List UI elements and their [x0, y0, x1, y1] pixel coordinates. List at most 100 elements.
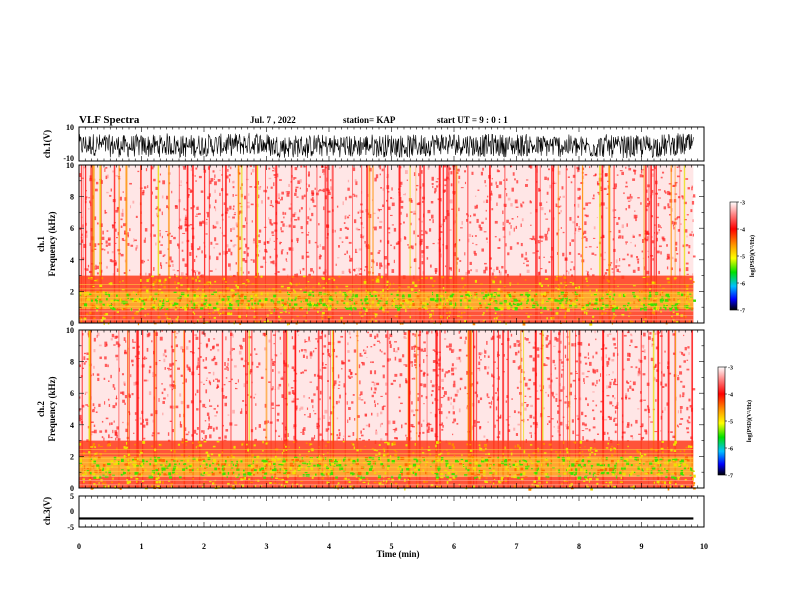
psd-speckle: [287, 191, 290, 194]
psd-speckle: [634, 210, 636, 212]
psd-speckle: [629, 197, 632, 201]
psd-speckle: [116, 207, 120, 211]
psd-speckle-lowband: [674, 303, 677, 306]
psd-speckle-band: [569, 281, 572, 283]
psd-speckle-lowband: [611, 308, 616, 312]
psd-speckle-band: [522, 320, 526, 324]
psd-speckle: [306, 407, 309, 410]
psd-speckle-lowband: [418, 308, 421, 311]
psd-speckle-band: [321, 277, 325, 279]
psd-speckle: [395, 427, 398, 431]
psd-speckle-band: [86, 313, 89, 316]
psd-speckle-band: [384, 482, 387, 484]
sferic-streak: [305, 165, 307, 323]
psd-speckle: [247, 247, 250, 250]
psd-speckle: [423, 403, 425, 405]
psd-speckle: [425, 245, 429, 249]
sferic-streak: [286, 330, 288, 488]
psd-speckle-lowband: [501, 304, 504, 306]
psd-speckle: [151, 166, 154, 170]
psd-speckle-lowband: [520, 293, 524, 296]
psd-speckle: [567, 271, 570, 275]
psd-speckle: [117, 231, 119, 236]
psd-speckle-lowband: [231, 294, 236, 298]
psd-speckle: [524, 257, 528, 261]
psd-speckle-band: [103, 317, 106, 320]
sferic-streak: [203, 165, 206, 323]
psd-speckle: [638, 367, 641, 371]
psd-speckle: [212, 427, 215, 432]
psd-speckle: [672, 435, 676, 439]
psd-speckle-band: [394, 315, 397, 317]
psd-speckle-lowband: [560, 304, 564, 308]
psd-speckle: [663, 190, 666, 193]
psd-speckle: [432, 368, 436, 372]
psd-speckle: [281, 196, 283, 201]
psd-speckle-band: [318, 282, 320, 286]
psd-speckle: [533, 238, 536, 241]
psd-speckle-lowband: [197, 302, 199, 304]
psd-speckle: [617, 265, 621, 267]
psd-speckle: [196, 336, 199, 340]
sferic-streak: [387, 165, 389, 323]
psd-speckle-band: [352, 289, 355, 293]
psd-speckle: [473, 345, 476, 349]
psd-speckle-band: [554, 278, 558, 281]
psd-speckle-lowband: [221, 298, 225, 301]
psd-speckle: [299, 407, 301, 412]
psd-speckle: [263, 241, 266, 246]
psd-speckle-lowband: [516, 303, 520, 306]
psd-speckle: [281, 191, 285, 195]
psd-speckle: [640, 170, 643, 174]
psd-speckle: [282, 211, 284, 215]
psd-speckle: [626, 425, 630, 428]
psd-speckle: [412, 425, 415, 428]
psd-speckle: [525, 338, 529, 341]
psd-speckle: [392, 429, 396, 431]
psd-speckle: [491, 374, 494, 378]
psd-speckle: [209, 204, 211, 209]
psd-speckle: [409, 211, 413, 213]
psd-speckle: [615, 259, 618, 264]
psd-speckle-lowband: [508, 297, 511, 300]
psd-speckle: [346, 216, 350, 219]
psd-speckle: [209, 399, 211, 402]
psd-speckle-lowband: [274, 301, 277, 305]
psd-speckle: [120, 225, 123, 228]
psd-speckle: [496, 266, 499, 271]
psd-speckle: [629, 385, 632, 389]
psd-speckle: [588, 361, 592, 366]
psd-speckle: [592, 237, 596, 239]
psd-speckle-lowband: [491, 300, 495, 303]
psd-speckle-lowband: [520, 301, 523, 305]
psd-speckle: [394, 428, 396, 433]
psd-speckle: [608, 374, 610, 376]
psd-speckle-lowband: [283, 306, 287, 310]
psd-speckle-band: [193, 291, 196, 294]
psd-speckle: [213, 206, 216, 209]
psd-speckle-lowband: [627, 305, 630, 309]
psd-speckle: [309, 381, 313, 383]
date-label: Jul. 7 , 2022: [250, 115, 296, 125]
psd-speckle-lowband: [365, 303, 369, 306]
psd-speckle-lowband: [354, 294, 357, 298]
psd-speckle: [120, 218, 123, 221]
psd-speckle-band: [433, 280, 436, 283]
psd-speckle-lowband: [135, 298, 139, 302]
psd-speckle: [551, 391, 554, 395]
psd-speckle-lowband: [209, 306, 211, 310]
psd-speckle: [687, 187, 690, 190]
psd-speckle: [216, 384, 219, 388]
psd-speckle: [268, 381, 271, 383]
psd-speckle: [594, 254, 597, 256]
psd-speckle: [374, 335, 377, 340]
psd-speckle: [113, 387, 116, 390]
psd-speckle-band: [433, 288, 435, 291]
psd-speckle: [297, 180, 301, 184]
psd-speckle: [510, 225, 512, 229]
psd-speckle: [255, 403, 257, 406]
psd-speckle-lowband: [464, 305, 468, 309]
psd-speckle: [208, 380, 211, 384]
psd-speckle-band: [153, 322, 157, 325]
psd-speckle: [167, 393, 169, 397]
